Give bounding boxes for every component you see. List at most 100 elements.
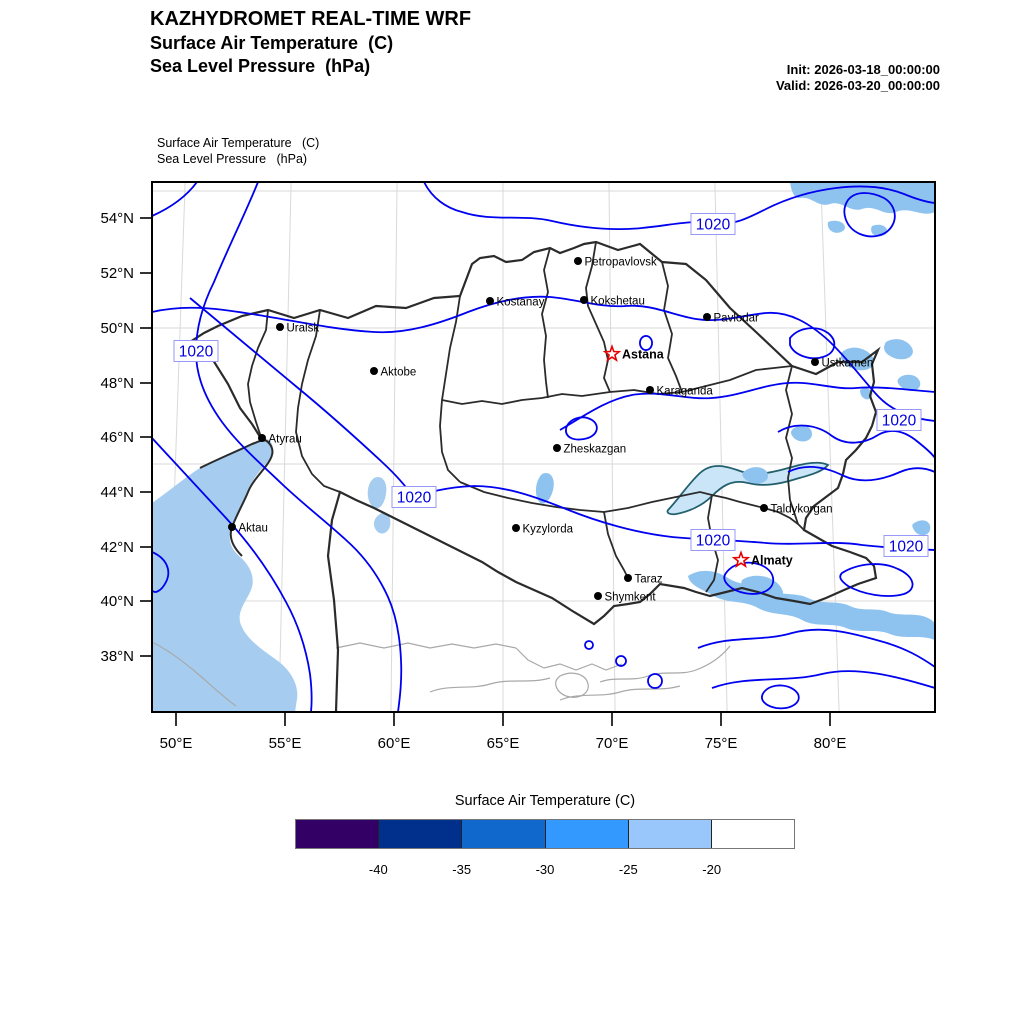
city-label: Karaganda [657, 386, 714, 398]
colorbar-segment [378, 820, 462, 848]
city-label: Kostanay [497, 297, 545, 309]
capital-star-marker [602, 344, 622, 363]
colorbar-tick-labels: -40 -35 -30 -25 -20 [295, 862, 795, 880]
colorbar-title: Surface Air Temperature (C) [454, 793, 636, 809]
contour-label-value: 1020 [696, 533, 731, 550]
page-title: KAZHYDROMET REAL-TIME WRF [150, 8, 472, 30]
pressure-contours [152, 182, 935, 712]
x-tick-label: 70°E [596, 735, 629, 752]
plot-legend-temperature: Surface Air Temperature (C) [157, 136, 320, 150]
city-dot-marker [258, 434, 266, 442]
city-dot-marker [580, 296, 588, 304]
y-tick-label: 50°N [100, 320, 134, 337]
neighbor-borders [152, 641, 731, 707]
city-label: Almaty [751, 554, 793, 568]
colorbar-tick-label: -35 [452, 862, 472, 877]
contour-label-value: 1020 [882, 413, 917, 430]
colorbar-segment [710, 820, 795, 848]
colorbar-segment [627, 820, 711, 848]
init-time-label: Init: 2026-03-18_00:00:00 [786, 62, 940, 77]
aral-sea-remnant [373, 512, 391, 534]
colorbar-segment [461, 820, 545, 848]
city-dot-marker [703, 313, 711, 321]
city-label: Ustkamen [822, 358, 874, 370]
city-label: Petropavlovsk [585, 257, 657, 269]
contour-label-value: 1020 [696, 217, 731, 234]
graticule-meridian [278, 182, 292, 712]
x-tick-label: 55°E [269, 735, 302, 752]
y-tick-label: 48°N [100, 375, 134, 392]
city-dot-marker [574, 257, 582, 265]
city-dot-marker [594, 592, 602, 600]
contour-label-value: 1020 [179, 344, 214, 361]
x-tick-label: 75°E [705, 735, 738, 752]
colorbar-tick-label: -20 [702, 862, 722, 877]
city-dot-marker [646, 386, 654, 394]
x-tick-label: 50°E [160, 735, 193, 752]
city-label: Aktobe [381, 367, 417, 379]
city-label: Kyzylorda [523, 524, 574, 536]
colorbar-tick-label: -30 [535, 862, 555, 877]
contour-label-box [690, 213, 736, 235]
city-label: Atyrau [269, 434, 302, 446]
x-tick-label: 65°E [487, 735, 520, 752]
contour-label-box [876, 409, 922, 431]
city-dot-marker [228, 523, 236, 531]
city-label: Zheskazgan [564, 444, 627, 456]
colorbar [295, 819, 795, 849]
city-label: Kokshetau [591, 296, 645, 308]
map-canvas: 1020 1020 1020 1020 1020 1020 Petropavlovsk Ko… [100, 181, 936, 752]
temperature-shading [535, 182, 935, 640]
colorbar-tick-label: -25 [618, 862, 638, 877]
city-label: Uralsk [287, 323, 320, 335]
country-borders [188, 240, 881, 712]
map-frame [151, 181, 936, 713]
latitude-axis: 54°N 52°N 50°N 48°N 46°N 44°N 42°N 40°N 38°N [100, 210, 152, 665]
colorbar-tick-label: -40 [368, 862, 388, 877]
city-label: Aktau [239, 523, 268, 535]
contour-label-value: 1020 [889, 539, 924, 556]
city-label: Shymkent [605, 592, 657, 604]
x-tick-label: 60°E [378, 735, 411, 752]
colorbar-segment [296, 820, 379, 848]
capital-star-marker [731, 550, 751, 569]
oblast-borders [247, 241, 805, 593]
contour-label-box [173, 340, 219, 362]
page-subtitle-temperature: Surface Air Temperature (C) [150, 33, 394, 53]
graticule-meridian [390, 182, 398, 712]
x-tick-label: 80°E [814, 735, 847, 752]
aral-sea-remnant [367, 476, 387, 509]
city-dot-marker [624, 574, 632, 582]
city-label: Astana [622, 348, 665, 362]
city-dot-marker [553, 444, 561, 452]
city-dot-marker [370, 367, 378, 375]
valid-time-label: Valid: 2026-03-20_00:00:00 [775, 78, 940, 93]
city-dot-marker [512, 524, 520, 532]
contour-label-box [391, 486, 437, 508]
city-label: Taldykorgan [771, 504, 833, 516]
map-content: 1020 1020 1020 1020 1020 1020 Petropavlovsk Ko… [152, 182, 935, 712]
caspian-sea [152, 438, 298, 712]
city-label: Pavlodar [714, 313, 760, 325]
longitude-axis: 50°E 55°E 60°E 65°E 70°E 75°E 80°E [160, 712, 847, 752]
city-dot-marker [811, 358, 819, 366]
kazakhstan-outer-border [188, 240, 881, 712]
y-tick-label: 44°N [100, 484, 134, 501]
contour-label-value: 1020 [397, 490, 432, 507]
city-dot-marker [276, 323, 284, 331]
y-tick-label: 38°N [100, 648, 134, 665]
city-dot-marker [486, 297, 494, 305]
contour-label-box [690, 529, 736, 551]
graticule-meridian [714, 182, 728, 712]
colorbar-segment [544, 820, 628, 848]
y-tick-label: 46°N [100, 429, 134, 446]
y-tick-label: 42°N [100, 539, 134, 556]
city-dot-marker [760, 504, 768, 512]
graticule-meridian [608, 182, 616, 712]
y-tick-label: 52°N [100, 265, 134, 282]
contour-label-box [883, 535, 929, 557]
plot-legend-pressure: Sea Level Pressure (hPa) [157, 152, 308, 166]
y-tick-label: 54°N [100, 210, 134, 227]
contour-labels: 1020 1020 1020 1020 1020 1020 [173, 213, 929, 557]
